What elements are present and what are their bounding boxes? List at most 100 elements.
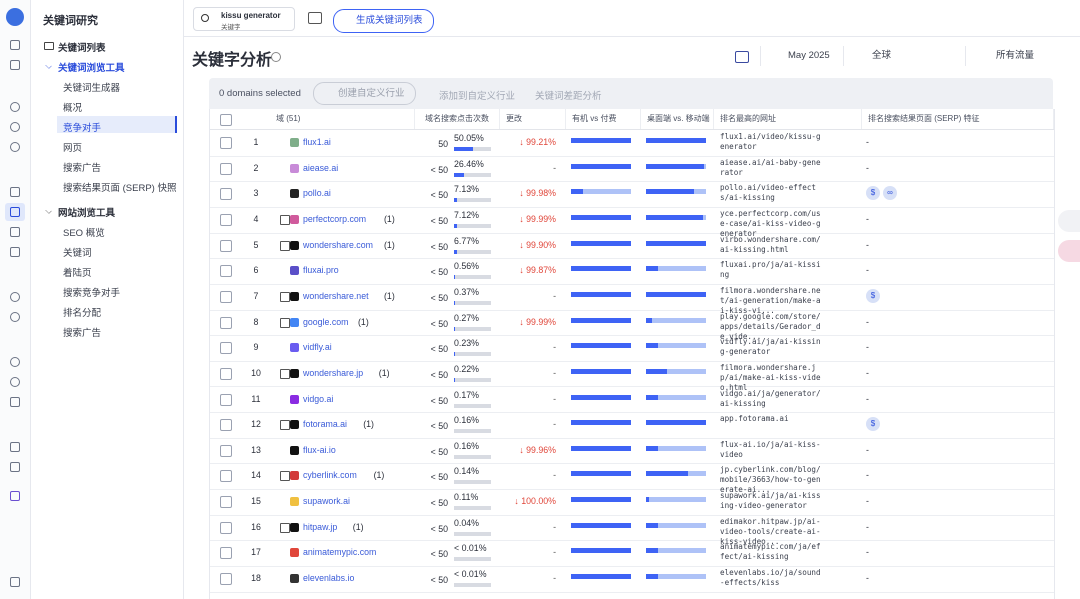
domain-link[interactable]: pollo.ai (303, 188, 331, 199)
domain-link[interactable]: vidfly.ai (303, 342, 332, 353)
rail-icon[interactable] (10, 462, 20, 472)
expand-button[interactable] (280, 522, 290, 533)
domain-link[interactable]: vidgo.ai (303, 393, 334, 404)
expand-button[interactable] (280, 291, 290, 302)
domain-link[interactable]: animatemypic.com (303, 547, 377, 558)
rail-icon[interactable] (10, 357, 20, 367)
domain-link[interactable]: perfectcorp.com (303, 213, 367, 224)
expand-button[interactable] (280, 214, 290, 225)
nav-group[interactable]: 关键词浏览工具 (58, 63, 125, 74)
domain-link[interactable]: flux1.ai (303, 137, 331, 147)
expand-button[interactable] (280, 368, 290, 379)
expand-button[interactable] (280, 471, 290, 482)
rail-icon[interactable] (10, 577, 20, 587)
nav-subitem[interactable]: 网页 (63, 143, 83, 154)
row-checkbox[interactable] (220, 444, 232, 457)
rail-icon[interactable] (10, 207, 20, 217)
row-checkbox[interactable] (220, 213, 232, 226)
row-checkbox[interactable] (220, 290, 232, 303)
rail-icon[interactable] (10, 60, 20, 70)
row-checkbox[interactable] (220, 470, 232, 483)
nav-item[interactable]: 关键词列表 (58, 43, 106, 54)
top-url[interactable]: aiease.ai/ai-baby-generator (720, 157, 821, 177)
region-selector[interactable]: 全球 (843, 46, 966, 66)
row-checkbox[interactable] (220, 547, 232, 560)
compare-icon[interactable] (308, 12, 322, 24)
top-url[interactable]: animatemypic.com/ja/effect/ai-kissing (720, 542, 821, 562)
serp-feature[interactable]: $ (866, 288, 880, 303)
nav-subitem[interactable]: 着陆页 (63, 268, 92, 279)
row-checkbox[interactable] (220, 496, 232, 509)
nav-subitem[interactable]: 搜索结果页面 (SERP) 快照 (63, 183, 177, 194)
rail-icon[interactable] (10, 247, 20, 257)
column-header[interactable]: 有机 vs 付费 (566, 109, 641, 129)
expand-button[interactable] (280, 240, 290, 251)
column-header[interactable]: 排名最高的网址 (714, 109, 862, 129)
row-checkbox[interactable] (220, 419, 232, 432)
row-checkbox[interactable] (220, 573, 232, 586)
rail-icon[interactable] (10, 442, 20, 452)
top-url[interactable]: yce.perfectcorp.com/use-case/ai-kiss-vid… (720, 208, 821, 238)
rail-icon[interactable] (10, 227, 20, 237)
domain-link[interactable]: wondershare.net (303, 290, 369, 301)
row-checkbox[interactable] (220, 367, 232, 380)
top-url[interactable]: filmora.wondershare.net/ai-generation/ma… (720, 285, 821, 315)
top-url[interactable]: fluxai.pro/ja/ai-kissing (720, 260, 821, 280)
rail-icon[interactable] (10, 312, 20, 322)
row-checkbox[interactable] (220, 137, 232, 149)
header-checkbox[interactable] (220, 114, 232, 126)
top-url[interactable]: play.google.com/store/apps/details/Gerad… (720, 311, 821, 341)
side-button[interactable] (1058, 240, 1080, 262)
domain-link[interactable]: wondershare.com (303, 239, 373, 250)
column-header[interactable]: 排名搜索结果页面 (SERP) 特征 (862, 109, 1054, 129)
top-url[interactable]: flux1.ai/video/kissu-generator (720, 132, 821, 151)
serp-feature[interactable]: ∞ (883, 186, 897, 201)
rail-icon[interactable] (10, 142, 20, 152)
expand-button[interactable] (280, 317, 290, 328)
nav-subitem[interactable]: 排名分配 (63, 308, 102, 319)
column-header[interactable]: 域 (51) (270, 109, 415, 129)
nav-subitem[interactable]: 竞争对手 (63, 123, 102, 134)
logo[interactable] (6, 8, 24, 26)
domain-link[interactable]: fotorama.ai (303, 419, 348, 430)
serp-feature[interactable]: $ (866, 417, 880, 432)
top-url[interactable]: pollo.ai/video-effects/ai-kissing (720, 183, 817, 203)
learn-icon[interactable] (735, 51, 749, 63)
date-selector[interactable]: May 2025 (760, 46, 844, 66)
nav-subitem[interactable]: 搜索广告 (63, 163, 102, 174)
domain-link[interactable]: google.com (303, 316, 349, 327)
domain-link[interactable]: cyberlink.com (303, 470, 357, 481)
row-checkbox[interactable] (220, 162, 232, 175)
top-url[interactable]: flux-ai.io/ja/ai-kiss-video (720, 439, 821, 459)
nav-subitem[interactable]: 关键词 (63, 248, 92, 259)
add-button[interactable]: 添加到自定义行业 (439, 88, 515, 102)
nav-subitem[interactable]: 搜索广告 (63, 328, 102, 339)
top-url[interactable]: jp.cyberlink.com/blog/mobile/3663/how-to… (720, 465, 821, 495)
rail-icon[interactable] (10, 102, 20, 112)
domain-link[interactable]: wondershare.jp (303, 367, 364, 378)
row-checkbox[interactable] (220, 316, 232, 329)
expand-button[interactable] (280, 420, 290, 431)
serp-feature[interactable]: $ (866, 186, 880, 201)
rail-icon[interactable] (10, 491, 20, 501)
rail-icon[interactable] (10, 397, 20, 407)
domain-link[interactable]: aiease.ai (303, 162, 339, 173)
side-button[interactable] (1058, 210, 1080, 232)
nav-subitem[interactable]: SEO 概览 (63, 228, 105, 239)
top-url[interactable]: vidgo.ai/ja/generator/ai-kissing (720, 388, 821, 408)
info-icon[interactable] (271, 52, 281, 62)
rail-icon[interactable] (10, 187, 20, 197)
top-url[interactable]: filmora.wondershare.jp/ai/make-ai-kiss-v… (720, 362, 821, 392)
create-button[interactable]: 创建自定义行业 (313, 82, 416, 105)
nav-subitem[interactable]: 搜索竞争对手 (63, 288, 121, 299)
gap-button[interactable]: 关键词差距分析 (535, 88, 602, 102)
domain-link[interactable]: flux-ai.io (303, 444, 336, 455)
row-checkbox[interactable] (220, 188, 232, 201)
top-url[interactable]: supawork.ai/ja/ai-kissing-video-generato… (720, 491, 821, 511)
traffic-selector[interactable]: 所有流量 (966, 46, 1076, 66)
domain-link[interactable]: elevenlabs.io (303, 573, 355, 584)
nav-subitem[interactable]: 概况 (63, 103, 83, 114)
top-url[interactable]: vidfly.ai/ja/ai-kissing-generator (720, 337, 821, 357)
row-checkbox[interactable] (220, 239, 232, 252)
generate-button[interactable]: 生成关键词列表 (333, 9, 434, 33)
